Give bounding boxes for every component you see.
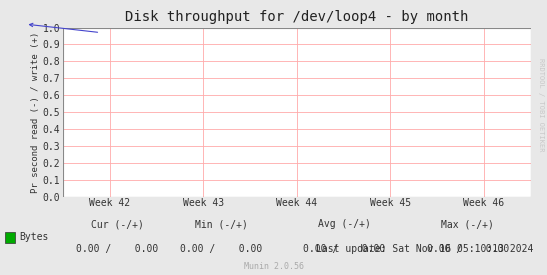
Text: Avg (-/+): Avg (-/+) (318, 219, 371, 229)
Text: 0.00 /    0.00: 0.00 / 0.00 (77, 244, 159, 254)
Text: Cur (-/+): Cur (-/+) (91, 219, 144, 229)
Text: Bytes: Bytes (19, 232, 49, 241)
Text: RRDTOOL / TOBI OETIKER: RRDTOOL / TOBI OETIKER (538, 58, 544, 151)
Text: Last update: Sat Nov 16 05:10:13 2024: Last update: Sat Nov 16 05:10:13 2024 (316, 244, 533, 254)
Text: 0.00 /    0.00: 0.00 / 0.00 (181, 244, 263, 254)
Y-axis label: Pr second read (-) / write (+): Pr second read (-) / write (+) (31, 31, 40, 193)
Text: Munin 2.0.56: Munin 2.0.56 (243, 262, 304, 271)
Text: Max (-/+): Max (-/+) (441, 219, 494, 229)
Text: Min (-/+): Min (-/+) (195, 219, 248, 229)
Text: 0.00 /    0.00: 0.00 / 0.00 (427, 244, 509, 254)
Text: 0.00 /    0.00: 0.00 / 0.00 (304, 244, 386, 254)
Title: Disk throughput for /dev/loop4 - by month: Disk throughput for /dev/loop4 - by mont… (125, 10, 468, 24)
